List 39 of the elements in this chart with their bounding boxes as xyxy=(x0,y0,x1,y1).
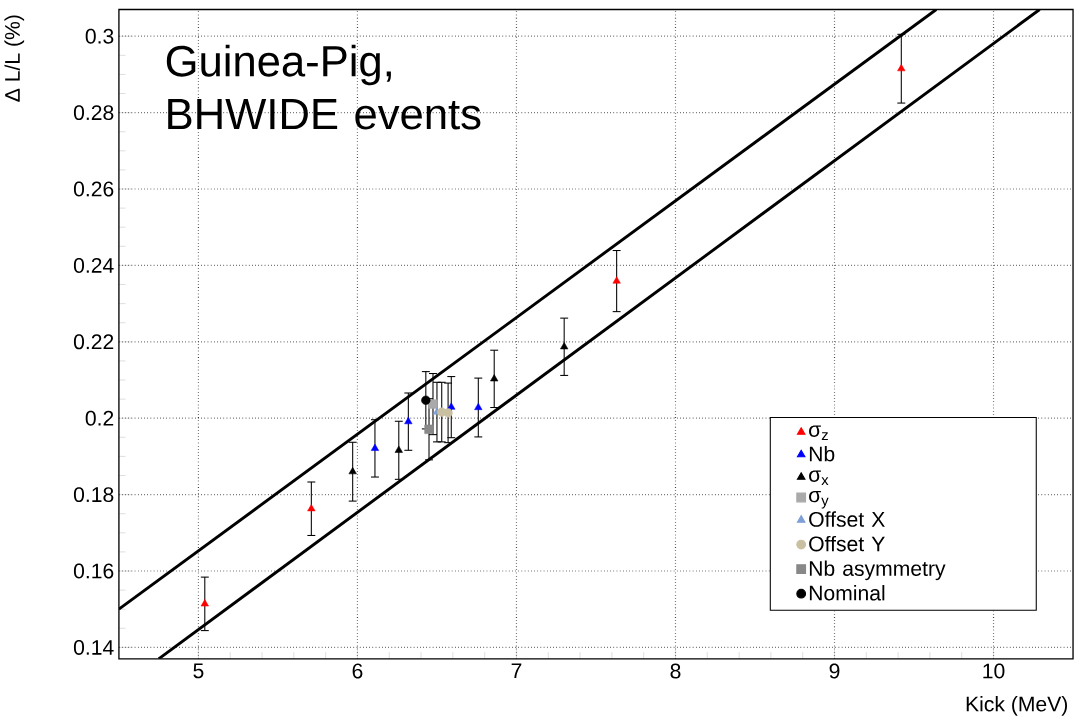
y-tick-label: 0.2 xyxy=(85,410,114,426)
point xyxy=(348,467,357,475)
x-tick-label: 10 xyxy=(983,663,1005,679)
legend-label: Offset X xyxy=(809,511,885,527)
y-axis-title: Δ L/L (%) xyxy=(4,15,25,102)
y-tick-label: 0.22 xyxy=(73,334,114,350)
point xyxy=(560,342,569,350)
point xyxy=(897,64,906,72)
point xyxy=(612,276,621,284)
x-tick-label: 6 xyxy=(352,663,363,679)
point xyxy=(490,374,499,382)
y-tick-label: 0.26 xyxy=(73,181,114,197)
point xyxy=(200,599,209,607)
legend-label: σ$_{y}$ xyxy=(809,490,829,509)
point xyxy=(404,416,413,425)
y-tick-label: 0.24 xyxy=(73,257,114,273)
x-tick-label: 8 xyxy=(670,663,681,679)
legend-label: Nominal xyxy=(809,584,885,601)
point xyxy=(394,445,403,453)
legend-label: Offset Y xyxy=(809,535,885,552)
y-tick-label: 0.18 xyxy=(73,487,114,503)
y-tick-label: 0.3 xyxy=(85,28,114,44)
x-axis-title: Kick (MeV) xyxy=(966,695,1068,716)
point xyxy=(370,443,379,451)
point xyxy=(443,408,453,418)
legend-label: Nb xyxy=(809,445,835,462)
y-tick-label: 0.16 xyxy=(73,563,114,579)
point xyxy=(428,399,438,409)
annotation: Guinea-Pig, BHWIDE events xyxy=(166,44,481,130)
x-tick-label: 5 xyxy=(193,663,204,679)
x-tick-label: 9 xyxy=(829,663,840,679)
legend-label: σ$_{z}$ xyxy=(809,425,828,441)
legend-label: σ$_{x}$ xyxy=(809,470,829,486)
y-tick-label: 0.14 xyxy=(73,639,114,655)
point xyxy=(307,504,316,512)
point xyxy=(474,402,483,410)
legend-label: Nb asymmetry xyxy=(809,560,946,581)
x-tick-label: 7 xyxy=(511,663,522,679)
y-tick-label: 0.28 xyxy=(73,105,114,121)
